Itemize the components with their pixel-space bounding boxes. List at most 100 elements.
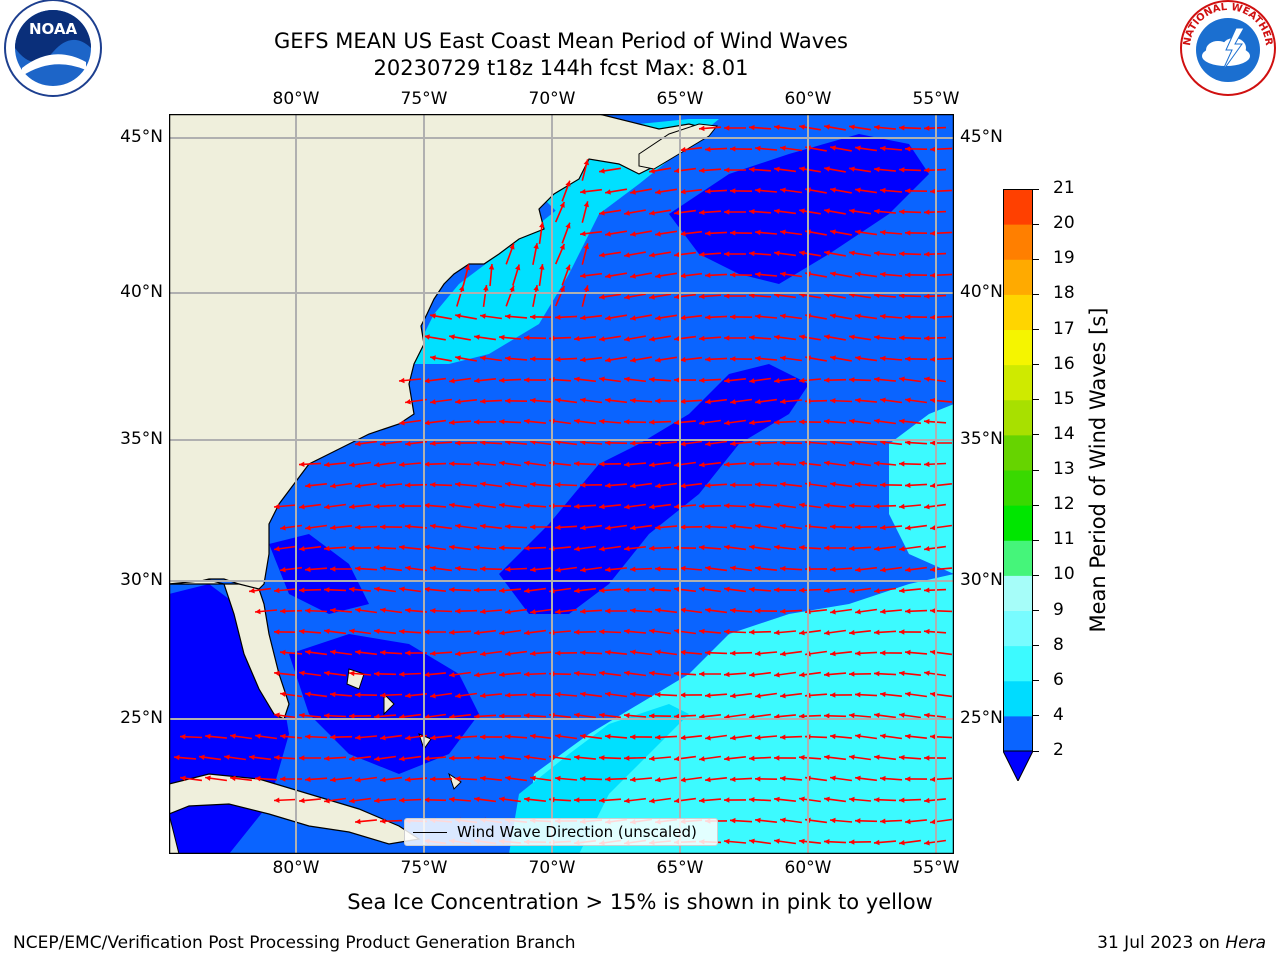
wave-direction-arrowhead	[924, 125, 930, 131]
wave-direction-arrowhead	[874, 334, 880, 341]
wave-direction-arrowhead	[755, 608, 761, 614]
wave-direction-arrowhead	[655, 440, 661, 447]
wave-direction-arrowhead	[699, 462, 705, 468]
wave-direction-arrowhead	[799, 419, 805, 425]
wave-direction-arrowhead	[524, 545, 530, 551]
wave-direction-arrowhead	[680, 692, 686, 698]
wave-direction-arrowhead	[330, 691, 336, 698]
wave-direction-arrowhead	[899, 503, 905, 510]
wave-direction-arrowhead	[905, 776, 911, 782]
wave-direction-arrowhead	[499, 630, 505, 636]
wave-direction-arrowhead	[605, 440, 611, 446]
wave-direction-arrowhead	[730, 314, 736, 320]
colorbar-tick	[1033, 504, 1039, 506]
wave-direction-arrowhead	[724, 461, 730, 468]
wave-direction-arrowhead	[899, 754, 905, 761]
wave-direction-arrowhead	[674, 462, 680, 468]
wave-direction-arrowhead	[699, 713, 705, 720]
wave-direction-arrowhead	[874, 754, 880, 760]
wave-direction-arrowhead	[355, 607, 361, 613]
wave-direction-arrowhead	[724, 586, 730, 592]
wave-direction-arrowhead	[524, 377, 530, 383]
wave-direction-arrowhead	[799, 502, 805, 508]
wave-direction-arrowhead	[349, 462, 355, 468]
wave-direction-arrowhead	[824, 545, 830, 551]
wave-direction-arrowhead	[705, 230, 711, 236]
wave-direction-arrowhead	[174, 754, 180, 761]
wave-direction-arrowhead	[799, 166, 805, 172]
wave-direction-arrowhead	[655, 273, 661, 279]
wave-direction-arrowhead	[724, 503, 730, 509]
wave-direction-arrowhead	[580, 231, 586, 237]
wave-direction-arrowhead	[824, 250, 830, 256]
wave-direction-arrowhead	[280, 776, 286, 782]
wave-direction-arrowhead	[755, 817, 761, 824]
wave-direction-arrowhead	[855, 313, 861, 319]
wave-direction-arrowhead	[849, 629, 855, 636]
colorbar-segment	[1003, 715, 1033, 752]
wave-direction-arrowhead	[574, 546, 580, 552]
wave-direction-arrowhead	[680, 524, 686, 530]
colorbar-tick	[1033, 364, 1039, 366]
colorbar-tick-label: 10	[1053, 564, 1075, 585]
wave-direction-arrowhead	[924, 546, 930, 552]
colorbar-segment	[1003, 399, 1033, 436]
wave-direction-arrowhead	[530, 397, 536, 404]
wave-direction-arrowhead	[624, 419, 630, 425]
wave-direction-arrowhead	[755, 523, 761, 529]
wave-direction-arrowhead	[624, 755, 630, 761]
wave-direction-arrowhead	[565, 180, 571, 187]
wave-direction-arrowhead	[405, 482, 411, 488]
wave-direction-arrowhead	[774, 502, 780, 508]
wave-direction-arrowhead	[480, 734, 486, 740]
plot-title: GEFS MEAN US East Coast Mean Period of W…	[274, 29, 848, 53]
wave-direction-arrowhead	[774, 334, 780, 340]
wave-direction-arrowhead	[374, 544, 380, 551]
wave-direction-arrowhead	[349, 586, 355, 593]
wave-direction-arrowhead	[774, 250, 780, 256]
wave-direction-arrowhead	[530, 524, 536, 530]
wave-direction-arrowhead	[605, 189, 611, 195]
wave-direction-arrowhead	[699, 628, 705, 635]
wave-direction-arrowhead	[705, 188, 711, 194]
wave-direction-arrowhead	[399, 797, 405, 803]
wave-direction-arrowhead	[749, 629, 755, 635]
wave-direction-arrowhead	[505, 313, 511, 320]
wave-direction-arrowhead	[374, 503, 380, 509]
wave-direction-arrowhead	[374, 586, 380, 592]
wave-direction-arrowhead	[599, 503, 605, 510]
wave-direction-arrowhead	[255, 733, 261, 739]
wave-direction-arrowhead	[724, 251, 730, 257]
wave-direction-arrowhead	[574, 670, 580, 677]
wave-direction-arrowhead	[724, 544, 730, 550]
wave-direction-arrowhead	[780, 145, 786, 151]
wave-direction-arrowhead	[855, 609, 861, 615]
wave-direction-arrowhead	[574, 376, 580, 382]
legend-label: Wind Wave Direction (unscaled)	[457, 823, 697, 841]
wave-direction-arrowhead	[605, 482, 611, 489]
wave-direction-arrowhead	[730, 693, 736, 699]
wave-direction-arrowhead	[780, 355, 786, 361]
wave-direction-arrowhead	[605, 691, 611, 697]
wave-direction-arrowhead	[830, 609, 836, 615]
wave-direction-arrowhead	[533, 243, 539, 249]
wave-direction-arrowhead	[455, 565, 461, 572]
wave-direction-arrowhead	[380, 482, 386, 489]
wave-direction-arrowhead	[799, 754, 805, 761]
colorbar-tick-label: 11	[1053, 529, 1075, 550]
wave-direction-arrowhead	[730, 523, 736, 530]
wave-direction-arrowhead	[924, 840, 930, 846]
wave-direction-arrowhead	[680, 777, 686, 783]
wave-direction-arrowhead	[905, 272, 911, 278]
wave-direction-arrowhead	[380, 441, 386, 447]
wave-direction-arrowhead	[449, 755, 455, 761]
wave-direction-arrowhead	[724, 838, 730, 845]
wave-direction-arrowhead	[380, 649, 386, 656]
wave-direction-arrowhead	[480, 355, 486, 361]
wave-direction-arrowhead	[374, 628, 380, 634]
colorbar	[1002, 189, 1034, 783]
wave-direction-arrowhead	[905, 649, 911, 656]
wave-direction-arrowhead	[780, 481, 786, 487]
wave-direction-arrowhead	[555, 608, 561, 615]
colorbar-tick	[1033, 399, 1039, 401]
